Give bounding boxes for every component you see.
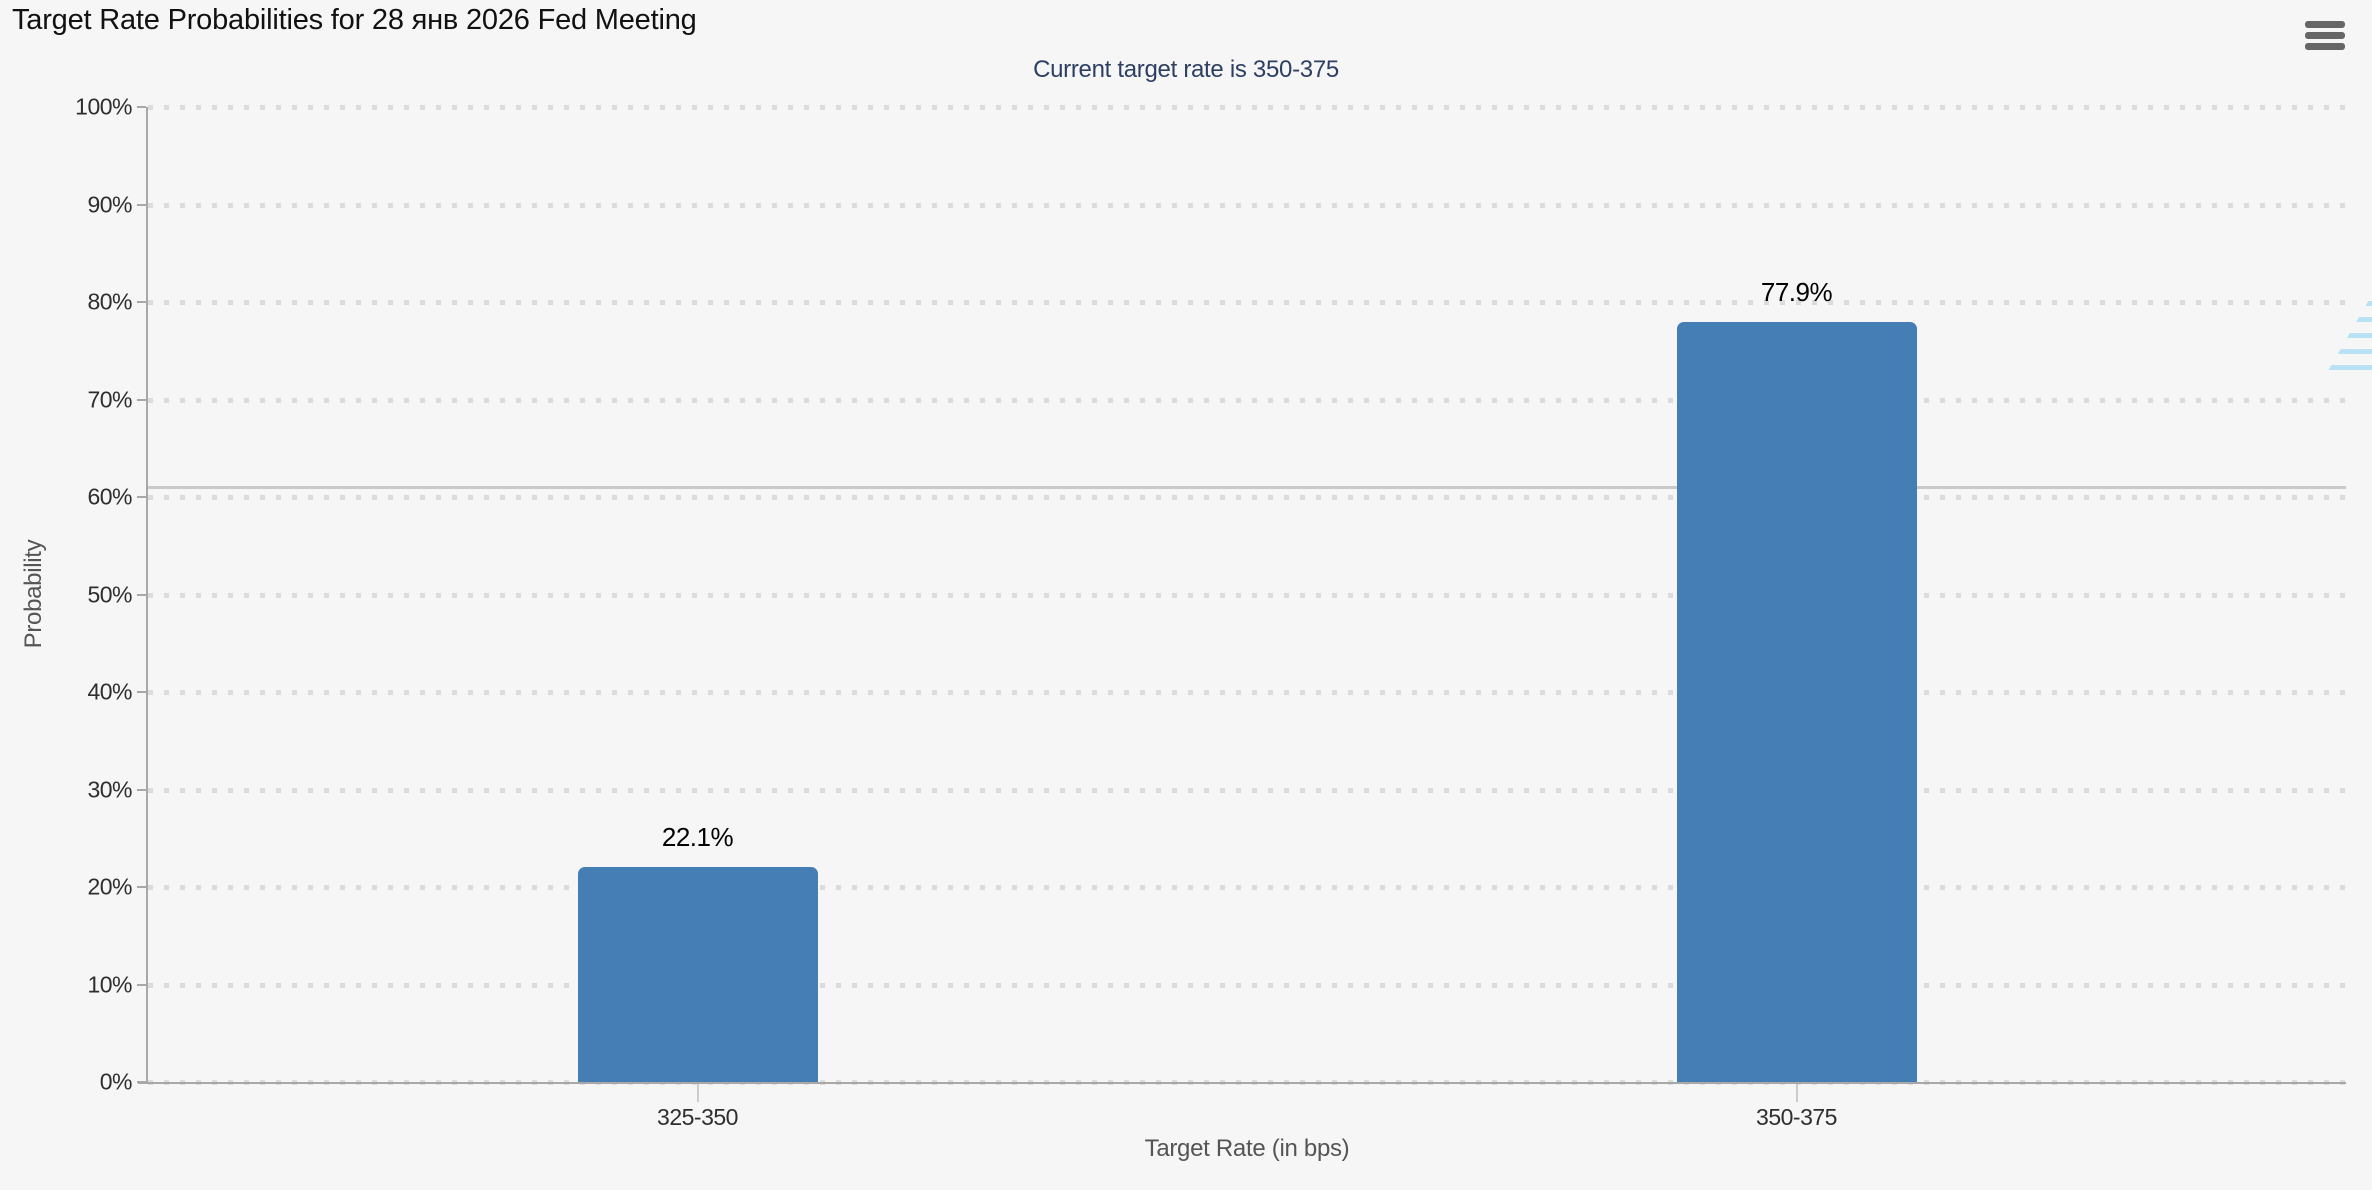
y-axis-tick <box>137 691 146 693</box>
plot-area: Q 0% 10% 20% 30% 40% 50% 60% 70% 80% 90% 100% 22.1%… <box>75 94 2372 1130</box>
chart-title: Target Rate Probabilities for 28 янв 202… <box>12 4 697 36</box>
y-axis-line <box>146 107 148 1082</box>
x-axis-tick <box>696 1082 699 1102</box>
probability-bar[interactable] <box>1676 322 1917 1082</box>
hamburger-menu-icon[interactable] <box>2303 14 2347 56</box>
chart-subtitle: Current target rate is 350-375 <box>1033 56 1339 83</box>
y-axis-tick <box>137 106 146 108</box>
y-axis-tick-label: 0% <box>99 1068 133 1095</box>
y-gridline <box>148 300 2346 305</box>
menu-bar <box>2305 42 2345 50</box>
x-axis-tick <box>1795 1082 1798 1102</box>
y-gridline <box>148 982 2346 988</box>
y-gridline <box>148 495 2346 500</box>
y-axis-tick <box>137 886 146 888</box>
y-axis-tick-label: 10% <box>87 971 132 997</box>
x-axis-title: Target Rate (in bps) <box>1144 1135 1350 1162</box>
y-axis-tick-label: 20% <box>87 873 132 900</box>
y-axis-tick-label: 60% <box>87 483 132 510</box>
y-axis-tick-label: 90% <box>87 191 132 217</box>
y-gridline <box>148 885 2346 890</box>
y-axis-tick-label: 40% <box>87 678 132 705</box>
y-axis-tick-label: 70% <box>87 386 132 412</box>
x-axis-tick-label: 350-375 <box>1756 1104 1837 1130</box>
y-axis-tick <box>137 788 146 791</box>
watermark-stripes-icon <box>2326 189 2372 373</box>
y-gridline <box>148 202 2346 208</box>
y-axis-tick <box>137 301 146 303</box>
menu-bar <box>2305 20 2345 28</box>
y-axis-tick <box>137 398 146 401</box>
y-axis-tick-label: 50% <box>87 581 132 607</box>
y-axis-tick-label: 80% <box>87 288 132 315</box>
probability-bar[interactable] <box>577 866 818 1082</box>
y-axis-tick <box>137 593 146 596</box>
bar-value-label: 77.9% <box>1760 277 1833 308</box>
bar-value-label: 22.1% <box>661 821 734 852</box>
menu-bar <box>2305 31 2345 39</box>
x-axis-line <box>138 1082 2346 1084</box>
y-axis-tick-label: 100% <box>75 93 132 120</box>
watermark-logo: Q <box>2318 185 2372 385</box>
y-axis-tick <box>137 203 146 206</box>
y-gridline <box>148 690 2346 695</box>
y-gridline <box>148 787 2346 793</box>
reference-line <box>148 486 2346 490</box>
y-gridline <box>148 105 2346 110</box>
x-axis-tick-label: 325-350 <box>657 1104 738 1130</box>
y-gridline <box>148 592 2346 598</box>
y-gridline <box>148 397 2346 403</box>
y-axis-tick-label: 30% <box>87 776 132 802</box>
y-axis-title: Probability <box>20 539 47 649</box>
y-axis-tick <box>137 983 146 986</box>
y-axis-tick <box>137 496 146 498</box>
